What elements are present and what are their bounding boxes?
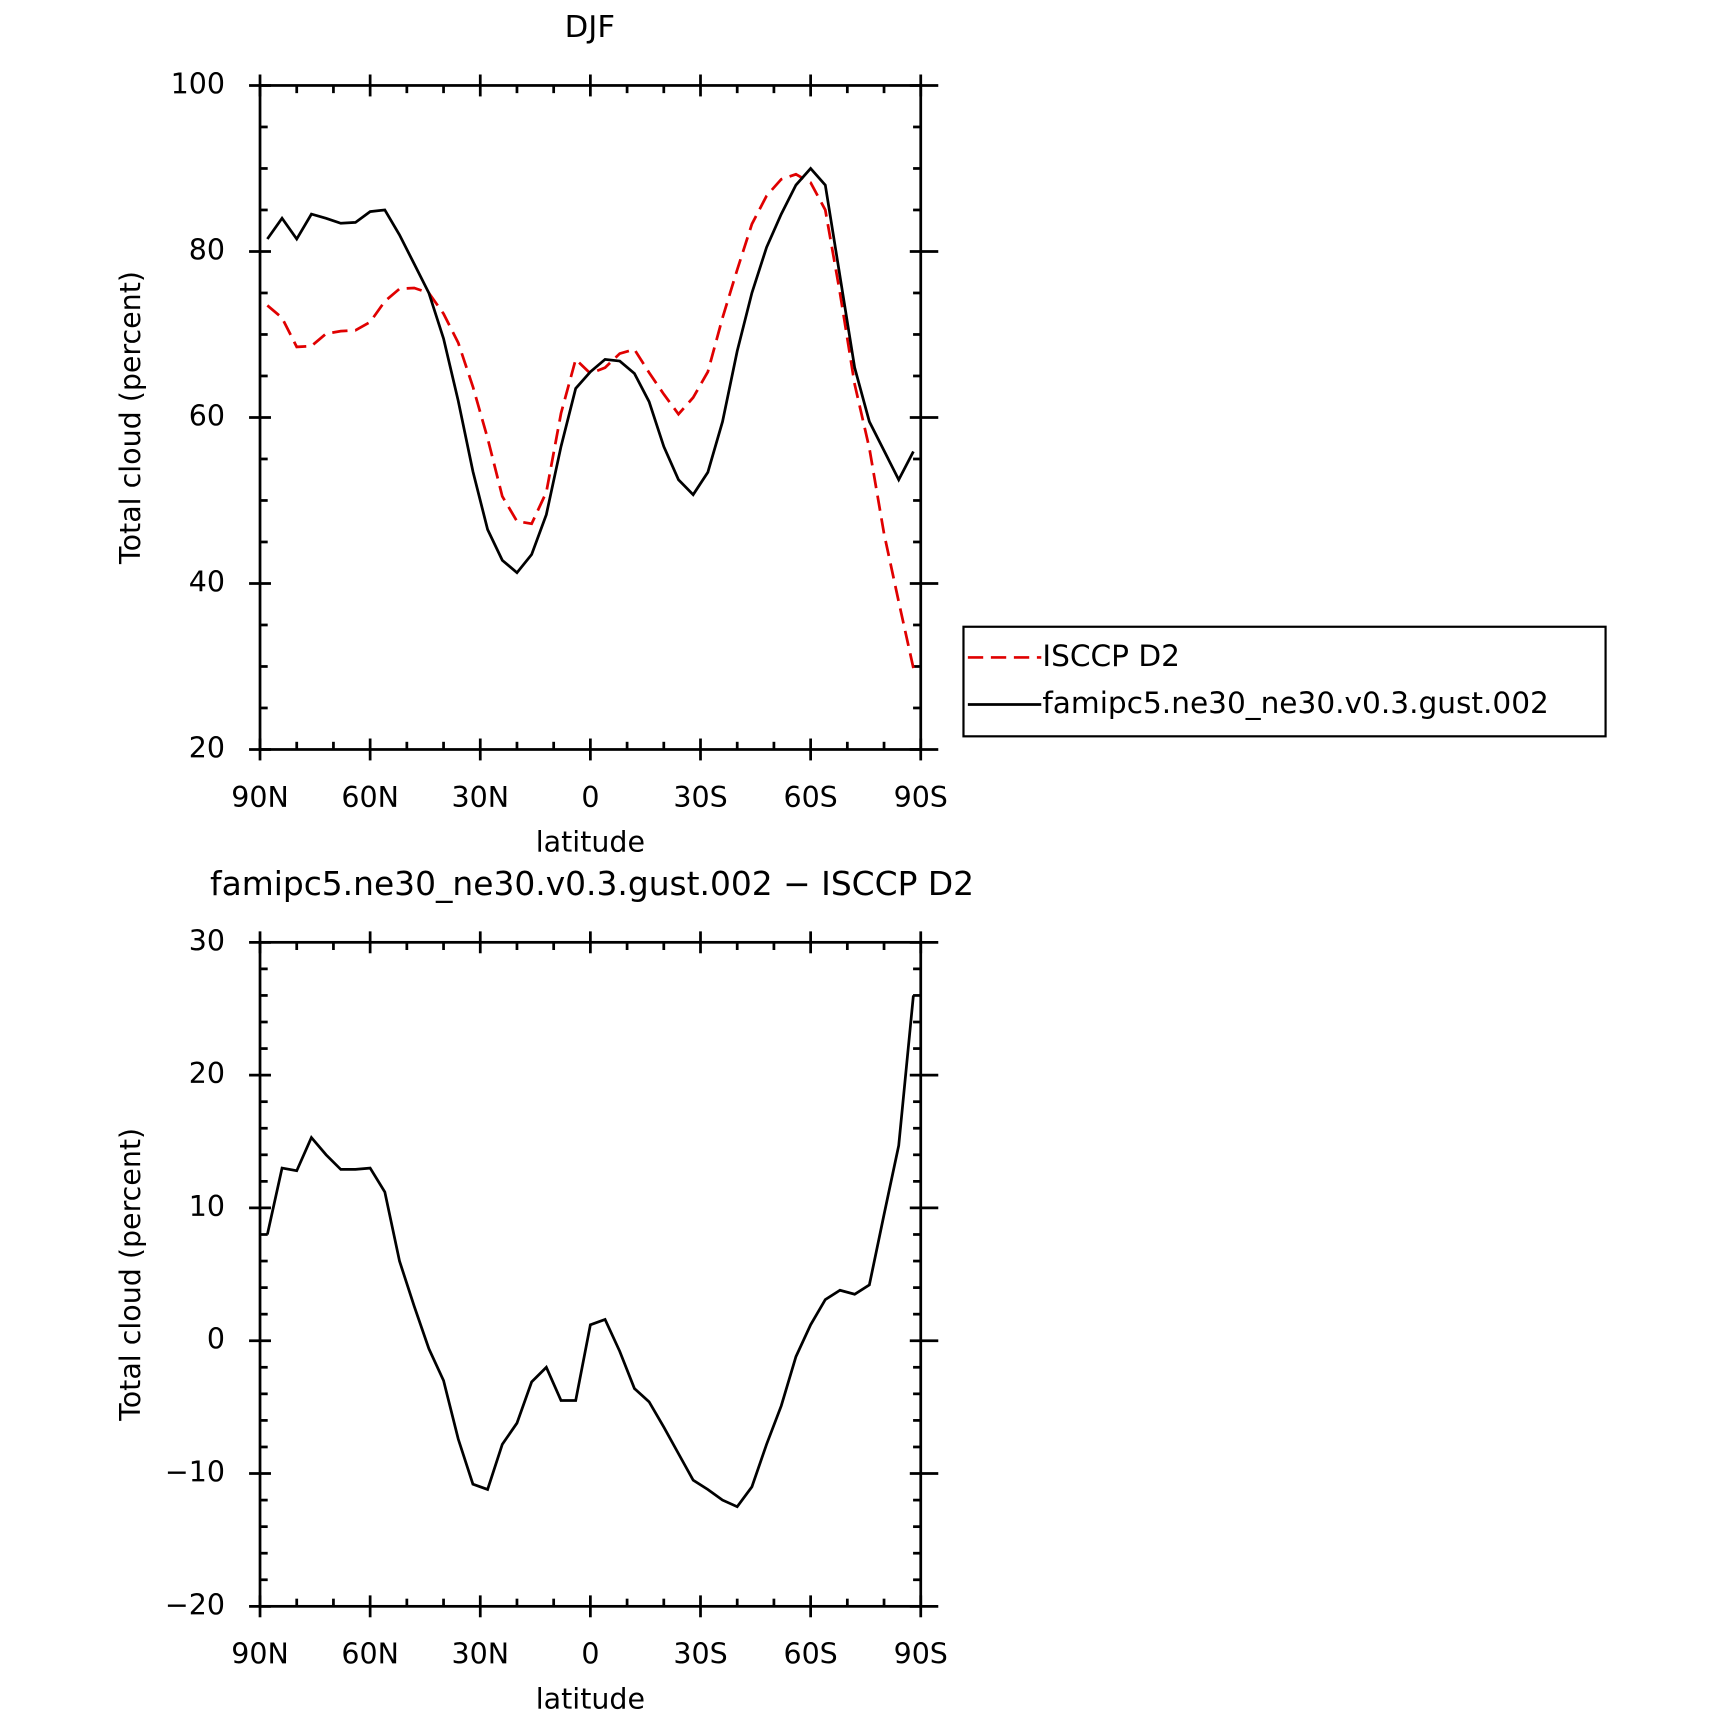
legend: ISCCP D2 famipc5.ne30_ne30.v0.3.gust.002 [962, 625, 1607, 738]
x-tick-label: 0 [581, 781, 599, 814]
y-tick-label: −20 [165, 1588, 225, 1621]
y-tick-label: 100 [171, 67, 225, 100]
y-tick-label: 60 [189, 399, 225, 432]
plot-frame [258, 84, 923, 751]
legend-box [962, 625, 1607, 738]
y-tick-label: 40 [189, 565, 225, 598]
y-axis-label: Total cloud (percent) [114, 271, 147, 565]
x-tick-label: 60S [783, 781, 837, 814]
x-tick-label: 90S [894, 1638, 948, 1671]
y-tick-label: 10 [189, 1190, 225, 1223]
x-tick-label: 30N [451, 1638, 509, 1671]
x-tick-label: 30S [673, 781, 727, 814]
y-axis-label: Total cloud (percent) [114, 1128, 147, 1422]
x-axis-label: latitude [536, 826, 645, 859]
x-tick-label: 0 [581, 1638, 599, 1671]
x-tick-label: 30S [673, 1638, 727, 1671]
x-tick-label: 60N [341, 1638, 399, 1671]
x-tick-label: 90S [894, 781, 948, 814]
y-tick-label: 20 [189, 731, 225, 764]
y-tick-label: 30 [189, 924, 225, 957]
x-tick-label: 30N [451, 781, 509, 814]
data-line [266, 166, 915, 575]
y-tick-label: 20 [189, 1057, 225, 1090]
legend-label: famipc5.ne30_ne30.v0.3.gust.002 [1042, 686, 1549, 720]
x-tick-label: 90N [231, 1638, 289, 1671]
data-line [266, 995, 915, 1509]
x-tick-label: 60N [341, 781, 399, 814]
x-axis-label: latitude [536, 1683, 645, 1716]
y-tick-label: 0 [207, 1323, 225, 1356]
x-tick-label: 60S [783, 1638, 837, 1671]
data-line [266, 172, 915, 669]
chart-title: DJF [565, 10, 615, 45]
y-tick-label: 80 [189, 233, 225, 266]
chart-title: famipc5.ne30_ne30.v0.3.gust.002 − ISCCP … [210, 864, 974, 903]
y-tick-label: −10 [165, 1456, 225, 1489]
x-tick-label: 90N [231, 781, 289, 814]
legend-label: ISCCP D2 [1042, 639, 1180, 673]
plot-frame [258, 940, 923, 1608]
